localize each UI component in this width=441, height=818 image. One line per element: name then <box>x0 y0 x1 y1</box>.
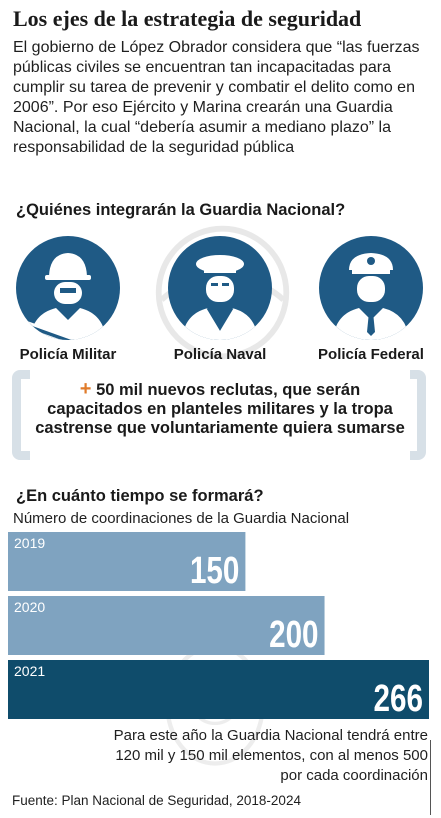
recruits-text: 50 mil nuevos reclutas, que serán capaci… <box>35 381 405 437</box>
page-title: Los ejes de la estrategia de seguridad <box>13 6 362 31</box>
unit-policia-militar: Policía Militar <box>8 236 128 363</box>
bar-category-label: 2021 <box>14 663 45 679</box>
source-credit: Fuente: Plan Nacional de Seguridad, 2018… <box>12 793 301 808</box>
question-timeline: ¿En cuánto tiempo se formará? <box>16 487 264 505</box>
bar-2020 <box>8 596 325 655</box>
bar-value-label: 200 <box>269 614 318 656</box>
soldier-icon <box>16 236 120 340</box>
bar-value-label: 266 <box>374 678 423 720</box>
bar-2019 <box>8 532 246 591</box>
bar-2021 <box>8 660 429 719</box>
bracket-mask <box>30 368 410 462</box>
unit-label: Policía Militar <box>19 346 117 363</box>
unit-label: Policía Naval <box>173 346 267 363</box>
bar-value-label: 150 <box>190 550 239 592</box>
plus-icon: + <box>79 378 92 400</box>
chart-title: Número de coordinaciones de la Guardia N… <box>13 510 350 527</box>
unit-label: Policía Federal <box>318 346 424 363</box>
intro-paragraph: El gobierno de López Obrador considera q… <box>13 39 420 156</box>
unit-policia-federal: Policía Federal <box>311 236 431 363</box>
sailor-icon <box>168 236 272 340</box>
unit-policia-naval: Policía Naval <box>160 236 280 363</box>
bar-category-label: 2019 <box>14 535 45 551</box>
chart-note: Para este año la Guardia Nacional tendrá… <box>113 727 428 784</box>
federal-officer-icon <box>319 236 423 340</box>
recruits-text-block: + 50 mil nuevos reclutas, que serán capa… <box>30 378 410 438</box>
question-members: ¿Quiénes integrarán la Guardia Nacional? <box>16 201 346 219</box>
bar-category-label: 2020 <box>14 599 45 615</box>
note-rule <box>430 740 431 815</box>
